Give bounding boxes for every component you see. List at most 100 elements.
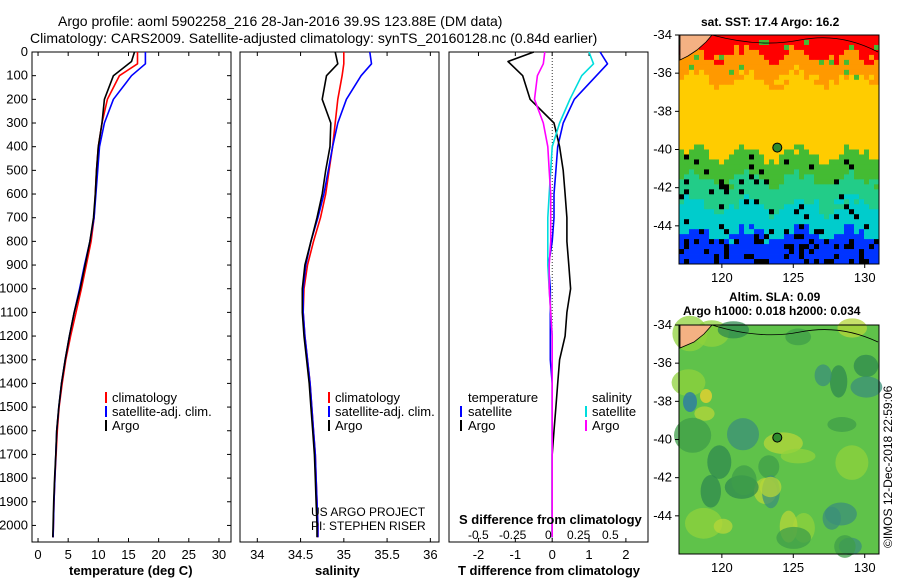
- sst-cell: [814, 129, 820, 135]
- sst-cell: [839, 99, 845, 106]
- sst-cell: [734, 89, 740, 96]
- sst-cell: [839, 234, 845, 240]
- map-x-tick-label: 130: [854, 560, 876, 575]
- sst-cell: [784, 239, 790, 245]
- legend-label-t-satellite: satellite: [468, 404, 512, 419]
- sst-cell: [844, 39, 850, 46]
- sst-cell: [719, 124, 725, 130]
- sst-cell: [859, 234, 865, 240]
- sst-cell: [764, 209, 770, 215]
- sst-cell: [689, 194, 695, 200]
- sst-cell: [694, 54, 700, 61]
- sst-cell: [849, 104, 855, 111]
- sst-cell: [864, 104, 870, 111]
- temperature-difference-legend: temperature satellite Argo: [460, 390, 538, 433]
- legend-title-salinity: salinity: [592, 390, 632, 405]
- sst-cell: [744, 94, 750, 101]
- sst-cell: [809, 44, 815, 51]
- sst-cell: [799, 259, 805, 265]
- sst-cell: [819, 254, 825, 260]
- sst-cell: [679, 109, 685, 116]
- sst-cell: [684, 239, 690, 245]
- sst-cell: [744, 104, 750, 111]
- sst-cell: [794, 49, 800, 56]
- sst-cell: [819, 134, 825, 140]
- sst-cell: [864, 239, 870, 245]
- sst-cell: [694, 209, 700, 215]
- map-y-tick-label: -34: [653, 317, 672, 332]
- sst-cell: [804, 179, 810, 185]
- sst-cell: [694, 144, 700, 150]
- sst-cell: [799, 64, 805, 71]
- sst-cell: [694, 199, 700, 205]
- sst-cell: [809, 214, 815, 220]
- sst-cell: [844, 194, 850, 200]
- sst-cell: [779, 154, 785, 160]
- sst-cell: [719, 149, 725, 155]
- sst-cell: [719, 104, 725, 111]
- sst-cell: [789, 164, 795, 170]
- sst-cell: [729, 49, 735, 56]
- sst-cell: [799, 199, 805, 205]
- sst-cell: [679, 229, 685, 235]
- sst-cell: [689, 64, 695, 71]
- sst-cell: [859, 109, 865, 116]
- sst-cell: [869, 254, 875, 260]
- sst-cell: [749, 214, 755, 220]
- sst-cell: [759, 149, 765, 155]
- sst-cell: [814, 64, 820, 71]
- sst-cell: [824, 169, 830, 175]
- sst-cell: [849, 94, 855, 101]
- sst-cell: [814, 69, 820, 76]
- sst-cell: [774, 174, 780, 180]
- sst-cell: [769, 144, 775, 150]
- sst-cell: [839, 119, 845, 126]
- sst-cell: [724, 44, 730, 51]
- sst-cell: [869, 179, 875, 185]
- sst-cell: [704, 179, 710, 185]
- sst-cell: [819, 204, 825, 210]
- sst-cell: [789, 44, 795, 51]
- sst-cell: [799, 119, 805, 126]
- sst-cell: [829, 104, 835, 111]
- sst-cell: [794, 189, 800, 195]
- sst-cell: [809, 164, 815, 170]
- sst-cell: [719, 49, 725, 56]
- sst-cell: [794, 154, 800, 160]
- sst-cell: [874, 194, 880, 200]
- sst-cell: [764, 169, 770, 175]
- sst-cell: [704, 249, 710, 255]
- sst-cell: [824, 39, 830, 46]
- sst-cell: [699, 174, 705, 180]
- sst-cell: [714, 74, 720, 81]
- sst-cell: [779, 79, 785, 86]
- sla-blob: [835, 445, 869, 480]
- sst-cell: [719, 64, 725, 71]
- sst-cell: [784, 214, 790, 220]
- sst-cell: [679, 159, 685, 165]
- sst-cell: [734, 209, 740, 215]
- sst-cell: [834, 119, 840, 126]
- sst-cell: [789, 94, 795, 101]
- sst-cell: [834, 164, 840, 170]
- sst-cell: [819, 189, 825, 195]
- sst-cell: [779, 35, 785, 41]
- sla-blob: [827, 417, 857, 432]
- sst-cell: [714, 189, 720, 195]
- sst-cell: [694, 259, 700, 265]
- sst-cell: [789, 209, 795, 215]
- sst-cell: [749, 59, 755, 66]
- sst-cell: [784, 99, 790, 106]
- sst-cell: [869, 79, 875, 86]
- sst-cell: [729, 94, 735, 101]
- sst-cell: [824, 199, 830, 205]
- sst-cell: [794, 39, 800, 46]
- sst-cell: [834, 159, 840, 165]
- sst-cell: [804, 49, 810, 56]
- sst-cell: [754, 214, 760, 220]
- sst-cell: [784, 64, 790, 71]
- sst-cell: [809, 64, 815, 71]
- series-line-argo: [52, 51, 136, 538]
- figure-title-line2: Climatology: CARS2009. Satellite-adjuste…: [30, 30, 597, 46]
- x-tick-label: 35.5: [374, 547, 399, 562]
